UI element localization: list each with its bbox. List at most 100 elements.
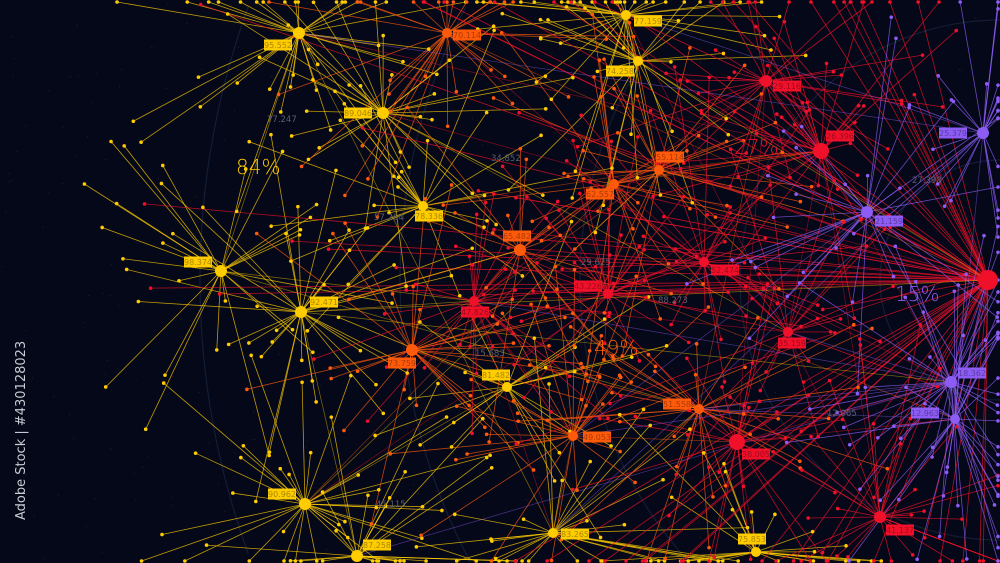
edge [515, 279, 989, 562]
star-dot [62, 126, 64, 128]
edge [666, 72, 767, 82]
edge [572, 306, 709, 437]
satellite-dot [672, 434, 676, 439]
star-dot [11, 36, 13, 38]
satellite-dot [797, 281, 802, 285]
satellite-dot [688, 46, 692, 50]
edge [382, 108, 546, 114]
edge [880, 418, 956, 501]
edge [339, 119, 424, 207]
satellite-dot [198, 2, 203, 7]
edge [419, 386, 508, 446]
satellite-dot [539, 238, 544, 243]
cross-edge [446, 32, 989, 281]
satellite-dot [572, 343, 576, 348]
star-dot [678, 378, 681, 380]
satellite-dot [728, 211, 733, 215]
cross-edge [382, 112, 789, 333]
satellite-dot [816, 183, 821, 188]
star-dot [109, 295, 111, 297]
edge [236, 32, 300, 212]
edge [703, 77, 710, 263]
satellite-dot [160, 532, 164, 537]
hub-node [945, 376, 957, 388]
edge [300, 249, 350, 313]
satellite-dot [534, 80, 539, 84]
star-dot [43, 557, 45, 559]
edge [954, 418, 999, 477]
star-dot [748, 35, 750, 37]
satellite-dot [851, 322, 856, 327]
star-dot [417, 493, 420, 495]
edge [329, 205, 424, 242]
edge [382, 112, 544, 196]
edge [909, 104, 984, 134]
satellite-dot [298, 227, 303, 232]
satellite-dot [543, 365, 548, 370]
edge [730, 80, 767, 187]
edge [297, 206, 302, 313]
edge [751, 298, 789, 333]
hub-label-box [583, 431, 611, 443]
satellite-dot [374, 505, 379, 510]
edge [913, 94, 989, 281]
satellite-dot [893, 244, 898, 249]
satellite-dot [618, 449, 622, 454]
hub-label: 77.159 [634, 17, 662, 26]
edge [909, 358, 952, 383]
satellite-dot [852, 231, 856, 236]
edge [809, 381, 952, 410]
edge [954, 418, 995, 506]
satellite-dot [879, 559, 884, 563]
star-dot [118, 305, 120, 307]
star-dot [282, 445, 284, 447]
hub-node [406, 344, 418, 356]
satellite-dot [658, 193, 663, 197]
edge [506, 346, 576, 388]
star-dot [958, 68, 961, 71]
edge [271, 205, 424, 227]
cross-edge [298, 32, 554, 534]
star-dot [579, 131, 581, 133]
edge [140, 32, 300, 143]
hub-node [442, 28, 452, 38]
edge [397, 186, 424, 207]
satellite-dot [669, 60, 673, 64]
satellite-dot [983, 338, 988, 342]
cross-edge [625, 14, 881, 518]
edge [786, 418, 956, 443]
star-dot [839, 64, 841, 66]
edge [810, 1, 989, 281]
edge [409, 386, 508, 399]
edge [163, 382, 306, 505]
satellite-dot [828, 330, 833, 334]
satellite-dot [387, 92, 391, 96]
edge [754, 1, 767, 82]
satellite-dot [809, 434, 813, 439]
star-dot [678, 33, 680, 35]
edge [837, 508, 881, 518]
satellite-dot [996, 336, 1000, 340]
edge [356, 555, 427, 562]
satellite-dot [532, 336, 537, 340]
edge [446, 32, 569, 98]
satellite-dot [768, 183, 772, 187]
star-dot [209, 297, 211, 300]
edge [319, 112, 384, 149]
satellite-dot [311, 350, 315, 355]
satellite-dot [898, 436, 903, 441]
star-dot [726, 295, 729, 297]
satellite-dot [878, 339, 882, 344]
cross-edge [625, 14, 984, 134]
satellite-dot [328, 366, 333, 370]
satellite-dot [470, 263, 475, 267]
hub-node [861, 206, 873, 218]
star-dot [569, 119, 571, 121]
satellite-dot [872, 559, 876, 563]
satellite-dot [995, 403, 1000, 407]
satellite-dot [454, 559, 459, 563]
edge [889, 1, 989, 281]
edge [548, 383, 554, 534]
satellite-dot [875, 436, 880, 440]
star-dot [25, 474, 27, 476]
